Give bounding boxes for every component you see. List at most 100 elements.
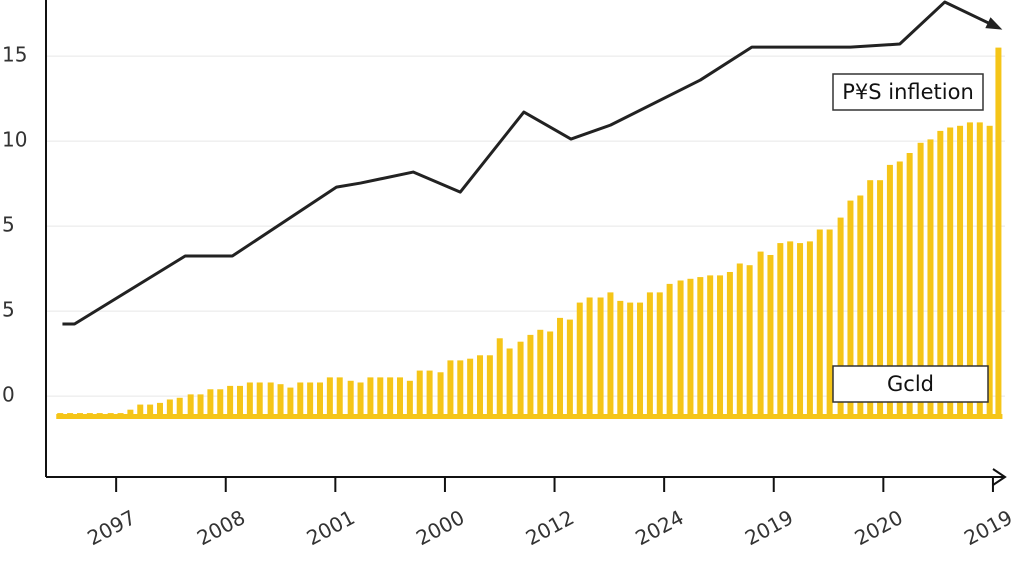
bar [287, 387, 294, 417]
x-tick-label: 2024 [631, 505, 687, 550]
x-tick-label: 2008 [193, 505, 249, 550]
bar [607, 292, 614, 417]
bar [307, 382, 314, 417]
bar [847, 200, 854, 417]
bar [336, 377, 343, 417]
bar [617, 300, 624, 417]
bar [277, 384, 284, 417]
bar [256, 382, 263, 417]
y-tick-label: 0 [2, 383, 15, 407]
bar [317, 382, 323, 417]
bar [736, 263, 743, 417]
bar [917, 142, 924, 417]
bar [637, 302, 644, 417]
bar [217, 389, 224, 417]
bar [886, 164, 893, 417]
bar [576, 302, 583, 417]
bar [826, 229, 833, 417]
bar [717, 275, 724, 417]
bar [995, 47, 1002, 417]
bar [297, 382, 304, 417]
x-tick-label: 2001 [303, 505, 359, 550]
bar [347, 380, 354, 417]
bar [566, 319, 573, 417]
x-axis-arrow [992, 468, 1007, 486]
y-tick-label: 5 [2, 298, 15, 322]
bar [387, 377, 394, 417]
bar [627, 302, 634, 417]
bar [117, 413, 124, 417]
bar [127, 409, 134, 417]
bar [76, 413, 83, 417]
bar [187, 394, 194, 417]
bar [107, 413, 114, 417]
x-tick-label: 2097 [83, 505, 139, 550]
bar [797, 243, 804, 417]
bar [416, 370, 423, 417]
legend-label: P¥S infletion [842, 80, 974, 104]
bar [806, 241, 813, 417]
bar [246, 382, 253, 417]
bar [506, 348, 513, 417]
bar [937, 130, 944, 417]
bar [57, 413, 64, 417]
line-arrow [985, 17, 1003, 30]
bar [496, 338, 503, 417]
bar [707, 275, 714, 417]
bar [457, 360, 464, 417]
grid-layer [46, 55, 1005, 397]
bar [477, 355, 484, 417]
bar [547, 331, 554, 417]
bar [96, 413, 103, 417]
bar [837, 217, 844, 417]
bar [767, 254, 774, 417]
bar [557, 317, 564, 417]
bar [166, 399, 173, 417]
bar [966, 122, 973, 417]
bar [537, 329, 544, 417]
bar [486, 355, 493, 417]
bar [137, 404, 144, 417]
bar [677, 280, 684, 417]
legend-box [832, 365, 989, 403]
legend-label: Gcld [887, 372, 934, 396]
bar [656, 292, 663, 417]
bar [207, 389, 214, 417]
y-tick-label: 15 [2, 43, 27, 67]
bar [517, 341, 524, 417]
bar [397, 377, 404, 417]
bar [787, 241, 794, 417]
bar [406, 380, 413, 417]
ticks-layer: 15 10 5 5 0 2097 2008 2001 2000 2012 2024 2019 2020 2… [2, 43, 1016, 551]
bar [906, 152, 913, 417]
bar [896, 161, 903, 417]
bar [227, 385, 234, 417]
bar [377, 377, 384, 417]
bar [67, 413, 74, 417]
bar [176, 397, 183, 417]
legend: P¥S infletion Gcld [832, 73, 989, 403]
bar [697, 277, 704, 417]
bar [746, 265, 753, 417]
bar [586, 297, 593, 417]
bar [357, 382, 364, 417]
bar [367, 377, 374, 417]
bar [947, 127, 954, 417]
bar [236, 385, 243, 417]
x-tick-label: 2012 [522, 505, 578, 550]
bar [426, 370, 433, 417]
bar [687, 278, 694, 417]
bar [726, 271, 733, 417]
legend-box [832, 73, 984, 111]
bar [597, 297, 604, 417]
bar [867, 180, 874, 417]
bar [666, 283, 673, 417]
bar [147, 404, 154, 417]
bar [267, 382, 274, 417]
y-tick-label: 5 [2, 213, 15, 237]
x-tick-label: 2020 [851, 505, 907, 550]
bar [857, 195, 864, 417]
bar [777, 243, 784, 417]
